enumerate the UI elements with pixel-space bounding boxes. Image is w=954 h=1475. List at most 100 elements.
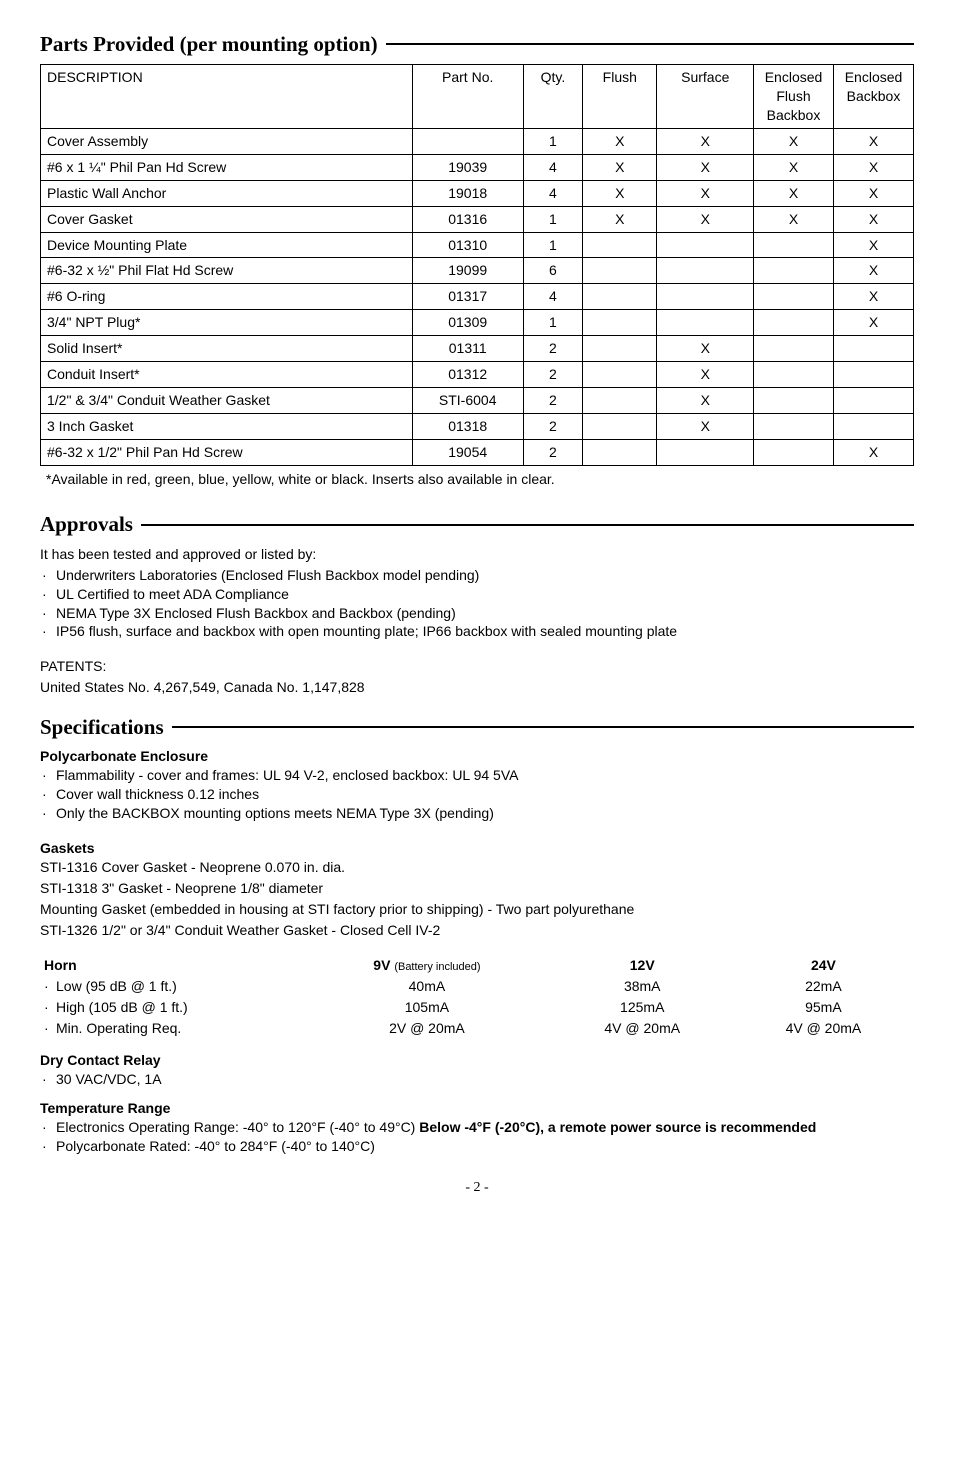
horn-label: ·Min. Operating Req. xyxy=(40,1018,302,1039)
list-item: NEMA Type 3X Enclosed Flush Backbox and … xyxy=(40,604,914,623)
cell-part: 19054 xyxy=(412,439,523,465)
cell-qty: 1 xyxy=(523,129,582,155)
horn-12v: 12V xyxy=(552,955,733,976)
cell-eb: X xyxy=(834,154,914,180)
list-item: 30 VAC/VDC, 1A xyxy=(40,1070,914,1089)
table-row: Conduit Insert*013122X xyxy=(41,362,914,388)
approvals-list: Underwriters Laboratories (Enclosed Flus… xyxy=(40,566,914,642)
cell-efb xyxy=(754,232,834,258)
cell-part: STI-6004 xyxy=(412,387,523,413)
cell-eb: X xyxy=(834,180,914,206)
cell-part: 01317 xyxy=(412,284,523,310)
col-qty: Qty. xyxy=(523,65,582,129)
horn-12v-val: 125mA xyxy=(552,997,733,1018)
cell-flush xyxy=(583,310,657,336)
table-row: #6-32 x 1/2" Phil Pan Hd Screw190542X xyxy=(41,439,914,465)
cell-part: 01312 xyxy=(412,362,523,388)
cell-flush xyxy=(583,232,657,258)
cell-qty: 4 xyxy=(523,284,582,310)
cell-efb: X xyxy=(754,129,834,155)
cell-surface: X xyxy=(657,206,754,232)
table-row: 3/4" NPT Plug*013091X xyxy=(41,310,914,336)
cell-efb xyxy=(754,413,834,439)
cell-part xyxy=(412,129,523,155)
gaskets-lines: STI-1316 Cover Gasket - Neoprene 0.070 i… xyxy=(40,858,914,940)
horn-9v-val: 2V @ 20mA xyxy=(302,1018,551,1039)
cell-surface: X xyxy=(657,362,754,388)
cell-surface xyxy=(657,232,754,258)
cell-flush xyxy=(583,439,657,465)
approvals-heading-text: Approvals xyxy=(40,510,133,538)
gaskets-title: Gaskets xyxy=(40,839,914,858)
cell-efb xyxy=(754,362,834,388)
cell-flush: X xyxy=(583,206,657,232)
horn-9v-val: 105mA xyxy=(302,997,551,1018)
cell-part: 19099 xyxy=(412,258,523,284)
heading-rule xyxy=(172,726,914,728)
cell-flush xyxy=(583,258,657,284)
horn-24v-val: 4V @ 20mA xyxy=(733,1018,914,1039)
cell-flush xyxy=(583,284,657,310)
cell-part: 01311 xyxy=(412,336,523,362)
horn-24v-val: 95mA xyxy=(733,997,914,1018)
table-row: Device Mounting Plate013101X xyxy=(41,232,914,258)
cell-surface xyxy=(657,310,754,336)
table-row: Plastic Wall Anchor190184XXXX xyxy=(41,180,914,206)
cell-surface: X xyxy=(657,129,754,155)
cell-flush xyxy=(583,413,657,439)
gasket-line: STI-1316 Cover Gasket - Neoprene 0.070 i… xyxy=(40,858,914,877)
cell-qty: 4 xyxy=(523,180,582,206)
cell-efb xyxy=(754,258,834,284)
parts-footnote: *Available in red, green, blue, yellow, … xyxy=(46,470,914,489)
cell-qty: 2 xyxy=(523,362,582,388)
horn-title: Horn xyxy=(40,955,302,976)
gasket-line: STI-1318 3" Gasket - Neoprene 1/8" diame… xyxy=(40,879,914,898)
table-row: #6-32 x ½" Phil Flat Hd Screw190996X xyxy=(41,258,914,284)
approvals-heading: Approvals xyxy=(40,510,914,538)
cell-surface xyxy=(657,258,754,284)
table-row: #6 x 1 ¼" Phil Pan Hd Screw190394XXXX xyxy=(41,154,914,180)
horn-label: ·Low (95 dB @ 1 ft.) xyxy=(40,976,302,997)
heading-rule xyxy=(141,524,914,526)
page-number: - 2 - xyxy=(40,1179,914,1198)
cell-desc: #6 x 1 ¼" Phil Pan Hd Screw xyxy=(41,154,413,180)
cell-desc: 1/2" & 3/4" Conduit Weather Gasket xyxy=(41,387,413,413)
list-item: UL Certified to meet ADA Compliance xyxy=(40,585,914,604)
cell-flush: X xyxy=(583,154,657,180)
cell-efb xyxy=(754,310,834,336)
cell-desc: #6-32 x ½" Phil Flat Hd Screw xyxy=(41,258,413,284)
dry-list: 30 VAC/VDC, 1A xyxy=(40,1070,914,1089)
cell-flush: X xyxy=(583,129,657,155)
col-eb: Enclosed Backbox xyxy=(834,65,914,129)
cell-part: 01318 xyxy=(412,413,523,439)
table-row: 3 Inch Gasket013182X xyxy=(41,413,914,439)
table-row: 1/2" & 3/4" Conduit Weather GasketSTI-60… xyxy=(41,387,914,413)
cell-efb xyxy=(754,284,834,310)
patents-label: PATENTS: xyxy=(40,657,914,676)
cell-qty: 6 xyxy=(523,258,582,284)
heading-rule xyxy=(386,43,914,45)
cell-desc: Device Mounting Plate xyxy=(41,232,413,258)
cell-qty: 2 xyxy=(523,439,582,465)
cell-part: 01310 xyxy=(412,232,523,258)
cell-desc: #6-32 x 1/2" Phil Pan Hd Screw xyxy=(41,439,413,465)
horn-12v-val: 38mA xyxy=(552,976,733,997)
cell-surface: X xyxy=(657,413,754,439)
temp-item1-bold: Below -4°F (-20°C), a remote power sourc… xyxy=(419,1119,816,1135)
cell-flush xyxy=(583,336,657,362)
table-row: ·High (105 dB @ 1 ft.)105mA125mA95mA xyxy=(40,997,914,1018)
cell-surface: X xyxy=(657,387,754,413)
horn-9v-label: 9V xyxy=(373,957,390,973)
table-row: ·Low (95 dB @ 1 ft.)40mA38mA22mA xyxy=(40,976,914,997)
cell-eb: X xyxy=(834,310,914,336)
cell-surface: X xyxy=(657,336,754,362)
cell-flush xyxy=(583,387,657,413)
table-row: Cover Gasket013161XXXX xyxy=(41,206,914,232)
poly-list: Flammability - cover and frames: UL 94 V… xyxy=(40,766,914,823)
col-efb: Enclosed Flush Backbox xyxy=(754,65,834,129)
list-item: Underwriters Laboratories (Enclosed Flus… xyxy=(40,566,914,585)
specs-heading-text: Specifications xyxy=(40,713,164,741)
parts-heading: Parts Provided (per mounting option) xyxy=(40,30,914,58)
cell-qty: 2 xyxy=(523,413,582,439)
horn-label: ·High (105 dB @ 1 ft.) xyxy=(40,997,302,1018)
